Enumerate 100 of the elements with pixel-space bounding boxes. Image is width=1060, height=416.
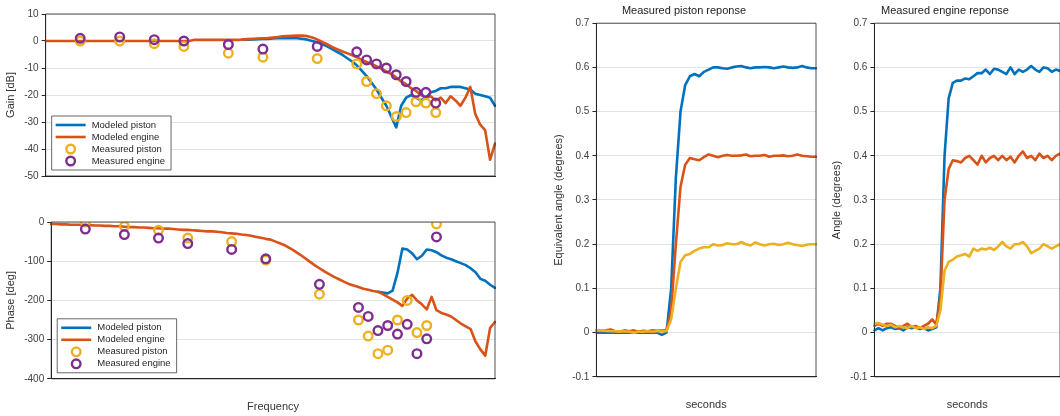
point xyxy=(382,319,394,331)
point xyxy=(401,318,413,330)
point xyxy=(400,76,412,87)
y-tick-label: 0.1 xyxy=(853,282,868,294)
x-axis-title: Frequency xyxy=(247,400,300,413)
point xyxy=(400,107,412,119)
y-tick-label: 0.5 xyxy=(575,105,590,117)
point xyxy=(178,35,190,47)
y-axis-title: Equivalent angle (degrees) xyxy=(551,134,564,266)
legend-label: Measured engine xyxy=(97,357,171,369)
point xyxy=(79,223,91,235)
point xyxy=(411,327,423,339)
y-tick-label: -20 xyxy=(24,88,40,100)
y-tick-label: 0 xyxy=(33,34,40,46)
point xyxy=(118,222,130,232)
point xyxy=(401,294,413,306)
y-tick-label: -50 xyxy=(24,169,40,181)
y-tick-label: 0.6 xyxy=(853,61,868,73)
point xyxy=(182,232,194,244)
point xyxy=(182,238,194,250)
point xyxy=(257,43,269,55)
legend-label: Measured engine xyxy=(91,154,166,166)
legend-label: Modeled engine xyxy=(91,130,160,142)
y-axis-title: Angle (degrees) xyxy=(829,160,842,240)
point xyxy=(411,348,423,360)
point xyxy=(153,224,164,236)
legend-label: Measured piston xyxy=(97,345,168,357)
legend-label: Measured piston xyxy=(91,142,162,154)
y-tick-label: 0.5 xyxy=(853,105,868,117)
point xyxy=(430,231,442,243)
point xyxy=(178,40,190,52)
point xyxy=(410,86,422,98)
chart-title: Measured piston reponse xyxy=(621,3,747,16)
y-tick-label: 0 xyxy=(583,326,590,338)
point xyxy=(370,58,382,70)
point xyxy=(311,40,323,52)
point xyxy=(420,97,432,109)
y-tick-label: 0.1 xyxy=(575,282,590,294)
point xyxy=(351,58,363,70)
point xyxy=(421,333,433,345)
point xyxy=(226,236,238,248)
point xyxy=(391,314,403,326)
y-axis-title: Gain [dB] xyxy=(3,72,16,118)
point xyxy=(382,344,394,356)
point xyxy=(118,229,130,241)
point xyxy=(370,88,382,100)
y-tick-label: 0.4 xyxy=(575,149,590,161)
point xyxy=(430,107,442,119)
point xyxy=(410,96,422,108)
point xyxy=(257,51,269,63)
point xyxy=(313,288,325,300)
point xyxy=(222,47,234,59)
point xyxy=(372,325,384,337)
point xyxy=(148,34,160,46)
point xyxy=(421,319,433,331)
y-tick-label: -300 xyxy=(24,333,45,345)
y-tick-label: 10 xyxy=(27,7,40,19)
point xyxy=(352,314,364,326)
point xyxy=(114,31,126,43)
y-tick-label: -10 xyxy=(24,61,40,73)
point xyxy=(311,53,323,65)
point xyxy=(361,76,373,87)
legend-label: Modeled piston xyxy=(97,321,162,333)
y-tick-label: 0.7 xyxy=(853,16,868,28)
point xyxy=(222,39,234,51)
point xyxy=(380,100,392,112)
y-tick-label: -200 xyxy=(24,294,45,306)
point xyxy=(372,348,384,360)
legend-label: Modeled piston xyxy=(91,118,157,130)
legend-label: Modeled engine xyxy=(97,333,165,345)
point xyxy=(351,46,363,58)
point xyxy=(153,232,164,244)
y-tick-label: 0.4 xyxy=(853,149,868,161)
point xyxy=(352,301,364,313)
y-tick-label: -400 xyxy=(24,372,45,384)
point xyxy=(362,310,374,322)
y-tick-label: 0.7 xyxy=(575,16,590,28)
y-tick-label: 0 xyxy=(38,215,45,227)
y-tick-label: 0.2 xyxy=(575,237,590,249)
point xyxy=(362,330,374,342)
point xyxy=(430,97,442,109)
point xyxy=(390,69,402,81)
x-axis-title: seconds xyxy=(946,398,989,411)
y-tick-label: -40 xyxy=(24,142,40,154)
point xyxy=(313,278,325,290)
y-tick-label: -0.1 xyxy=(572,370,590,382)
y-tick-label: -100 xyxy=(24,254,45,266)
point xyxy=(361,54,373,66)
chart-title: Measured engine reponse xyxy=(881,3,1009,16)
y-tick-label: 0 xyxy=(861,326,868,338)
point xyxy=(391,328,403,340)
point xyxy=(148,38,160,50)
y-tick-label: 0.3 xyxy=(575,193,590,205)
y-tick-label: 0.6 xyxy=(575,61,590,73)
y-axis-title: Phase [deg] xyxy=(3,271,16,330)
point xyxy=(226,243,238,255)
point xyxy=(380,62,392,74)
y-tick-label: 0.2 xyxy=(853,237,868,249)
point xyxy=(114,35,126,47)
point xyxy=(390,111,402,123)
